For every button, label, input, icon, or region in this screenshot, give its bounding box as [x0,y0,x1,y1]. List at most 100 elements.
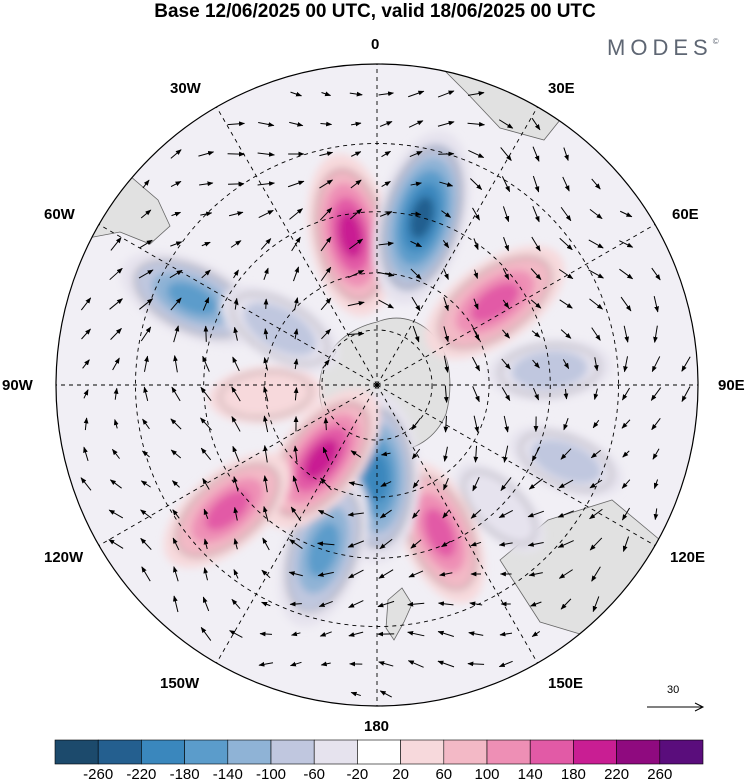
wind-vector [263,386,269,402]
wind-vector [411,448,421,460]
wind-vector [113,387,119,400]
wind-vector [443,477,449,491]
wind-vector [589,298,604,310]
colorbar-tick-label: -140 [212,766,243,783]
wind-vector [528,478,544,490]
wind-vector [170,418,182,430]
wind-vector [621,507,631,521]
latitude-circle [321,329,433,441]
label-lon-0: 0 [371,36,380,53]
wind-vector [198,151,215,157]
wind-vector [467,121,486,127]
wind-vector [292,475,300,493]
wind-vector [472,327,480,341]
wind-vector [170,181,182,187]
wind-vector [443,297,449,312]
wind-vector [229,630,243,638]
wind-vector [140,509,152,519]
wind-vector [290,91,303,97]
wind-vector [233,476,239,492]
wind-vector [622,536,630,552]
wind-vector [498,119,514,129]
wind-vector [532,205,540,223]
wind-vector [379,211,393,217]
wind-vector [530,268,542,280]
wind-vector [201,241,211,247]
wind-vector [172,595,179,613]
wind-vector [407,601,425,607]
wind-vector [531,446,541,462]
colorbar-swatch [270,739,315,765]
wind-vector [560,448,572,460]
colorbar-tick-label: -100 [255,766,287,783]
wind-vector [228,211,244,217]
wind-vector [320,266,332,282]
wind-vector [532,359,540,369]
colorbar-tick-label: 20 [392,766,409,783]
wind-vector [351,121,362,127]
label-lon-120w: 120W [44,549,84,566]
colorbar-swatch [529,739,574,765]
wind-vector [589,479,603,489]
wind-vector [172,509,180,519]
wind-vector [380,481,392,487]
anomaly-contour [338,211,363,259]
wind-vector [410,181,422,187]
anomaly-outline [273,402,370,516]
wind-vector [200,626,212,641]
wind-vector [409,150,423,158]
wind-vector [412,325,420,343]
wind-vector [653,479,659,490]
wind-vector [83,417,89,431]
wind-vector [381,150,391,158]
wind-vector [348,269,365,279]
wind-vector [140,537,152,550]
wind-vector [171,386,181,402]
wind-vector [379,509,392,519]
wind-vector [411,296,421,312]
colorbar-swatch [573,739,617,765]
wind-vector [621,419,631,429]
wind-vector [347,540,364,548]
wind-vector [443,415,449,433]
wind-vector [258,661,274,667]
wind-vector [378,241,394,247]
wind-vector [351,151,362,157]
meridian-line [98,224,378,386]
wind-vector [619,210,633,218]
wind-vector [381,180,391,188]
wind-vector [412,509,420,519]
wind-vector [201,269,211,279]
wind-vector [319,631,332,637]
colorbar-tick-label: 260 [647,766,673,783]
wind-vector [348,631,364,637]
wind-vector [410,268,422,280]
wind-vector [109,298,123,310]
wind-vector [560,329,572,339]
wind-vector [141,450,150,458]
wind-vector [203,325,209,342]
wind-vector [532,175,540,193]
wind-vector [231,386,241,402]
wind-vector [232,445,240,462]
wind-vector [261,601,271,607]
wind-vector [263,445,268,463]
wind-vector [142,418,150,430]
wind-vector [173,566,179,582]
wind-vector [501,387,511,402]
wind-vector [82,359,90,369]
wind-vector [438,151,455,157]
wind-vector [407,630,425,637]
anomaly-contour [531,439,602,484]
wind-vector [317,571,334,577]
meridian-line [376,384,538,664]
wind-vector [83,389,89,399]
wind-vector [589,209,603,219]
wind-vector [202,297,210,311]
brand-logo: MODES© [607,35,719,60]
wind-reference-arrow [647,702,705,712]
colorbar-swatch [400,739,445,765]
wind-vector [498,541,513,547]
wind-vector [257,181,276,187]
